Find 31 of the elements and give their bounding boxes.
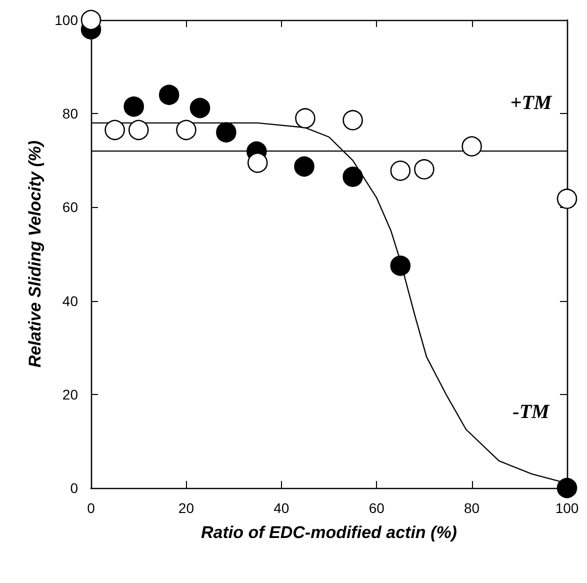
point [556, 188, 578, 209]
point [390, 256, 411, 276]
annotation: -TM [512, 401, 551, 423]
x-tick-label: 100 [555, 500, 579, 516]
x-tick-label: 40 [274, 500, 290, 516]
y-tick-label: 20 [62, 386, 78, 402]
point [124, 96, 144, 117]
point [247, 152, 268, 173]
x-tick-label: 80 [464, 500, 480, 516]
point [128, 120, 149, 140]
x-tick-label: 0 [87, 500, 96, 516]
annotation: +TM [510, 92, 553, 114]
x-tick-label: 20 [178, 500, 194, 516]
y-tick-label: 100 [54, 12, 78, 28]
point [342, 166, 363, 187]
point [80, 10, 102, 30]
x-axis-title: Ratio of EDC-modified actin (%) [201, 523, 458, 542]
y-tick-label: 40 [62, 292, 78, 309]
x-tick-label: 60 [368, 500, 385, 516]
point [462, 136, 482, 157]
point [176, 120, 196, 140]
point [294, 156, 314, 177]
point [158, 84, 180, 106]
y-tick-label: 80 [62, 106, 78, 122]
y-tick-label: 60 [62, 199, 78, 216]
point [104, 120, 125, 140]
y-axis-title: Relative Sliding Velocity (%) [26, 140, 45, 368]
point [216, 122, 236, 142]
point [190, 98, 210, 118]
point [556, 478, 578, 498]
y-tick-label: 0 [70, 480, 78, 496]
